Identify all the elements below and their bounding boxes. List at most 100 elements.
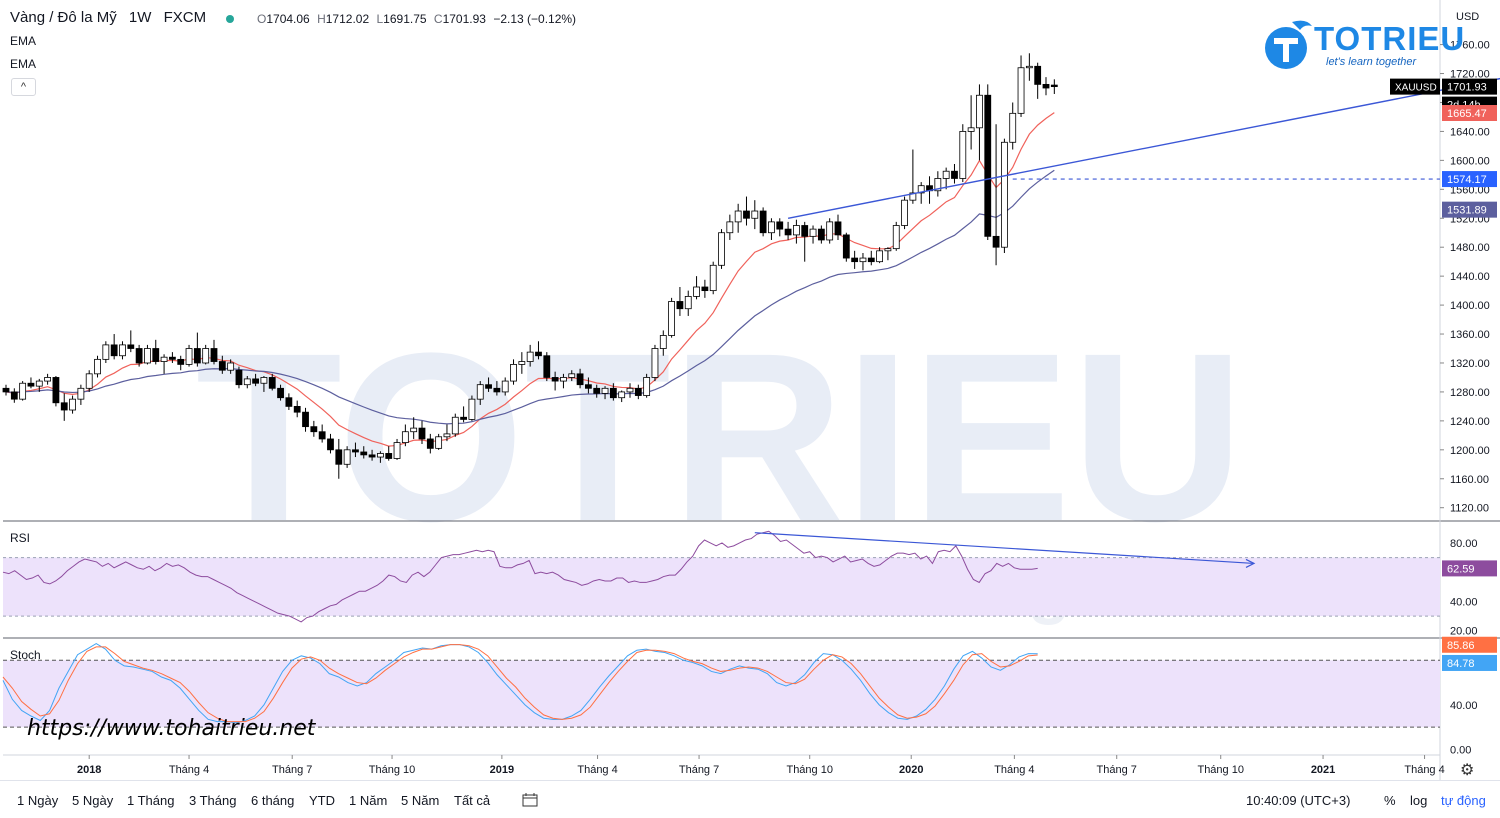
- candle-body: [119, 344, 126, 357]
- candle: [901, 196, 908, 230]
- candle: [2, 384, 10, 396]
- high-value: 1712.02: [325, 12, 370, 26]
- candle-body: [518, 361, 526, 365]
- candle-body: [352, 449, 359, 453]
- rsi-label[interactable]: RSI: [10, 531, 31, 545]
- candle-body: [543, 355, 551, 378]
- stoch-d-tag-bg: [1442, 654, 1497, 671]
- price-tick-label: 1480.00: [1450, 242, 1490, 254]
- candle: [776, 218, 784, 237]
- candle: [94, 355, 101, 378]
- candle: [826, 218, 834, 244]
- brand-logo: TOTRIEU let's learn together: [1262, 14, 1464, 74]
- candle: [601, 386, 609, 400]
- date-range-calendar-icon[interactable]: [522, 793, 538, 810]
- price-tick-label: 1280.00: [1450, 387, 1490, 399]
- candle-body: [626, 387, 634, 393]
- change-value: −2.13 (−0.12%): [493, 12, 577, 26]
- candle: [551, 371, 559, 391]
- range-6m-button[interactable]: 6 tháng: [251, 793, 295, 808]
- candle-body: [892, 225, 900, 250]
- ema-indicator-1[interactable]: EMA: [10, 34, 37, 48]
- candle-body: [743, 210, 750, 219]
- candle-body: [560, 377, 567, 382]
- candle-body: [27, 382, 35, 387]
- candle-body: [69, 398, 76, 411]
- candle-body: [535, 351, 542, 357]
- candle: [235, 366, 243, 389]
- candle: [1042, 77, 1050, 96]
- candle-body: [842, 234, 850, 259]
- candle-body: [52, 377, 60, 404]
- range-ytd-button[interactable]: YTD: [309, 793, 335, 808]
- candle-body: [784, 228, 792, 236]
- time-tick-label: Tháng 10: [369, 764, 415, 776]
- candle-body: [35, 380, 43, 387]
- candle: [468, 395, 476, 421]
- low-value: 1691.75: [383, 12, 427, 26]
- close-value: 1701.93: [442, 12, 486, 26]
- candle: [535, 341, 542, 360]
- symbol-header[interactable]: Vàng / Đô la Mỹ 1W FXCM: [10, 9, 214, 26]
- candle-body: [110, 344, 118, 357]
- candle-body: [684, 296, 692, 310]
- auto-scale-toggle[interactable]: tự động: [1441, 793, 1486, 808]
- logo-name: TOTRIEU: [1314, 20, 1466, 57]
- candle-body: [152, 348, 160, 362]
- candle: [693, 276, 700, 300]
- candle-body: [801, 225, 809, 237]
- candle-body: [277, 387, 284, 399]
- candle: [585, 377, 592, 394]
- candle-body: [485, 384, 492, 389]
- symbol-name[interactable]: Vàng / Đô la Mỹ: [10, 9, 117, 26]
- price-tick-label: 1120.00: [1450, 503, 1489, 515]
- price-tick-label: 1720.00: [1450, 69, 1490, 81]
- price-tick-label: 1440.00: [1450, 271, 1490, 283]
- candle-body: [310, 426, 318, 433]
- candle-body: [177, 358, 185, 365]
- time-tick-label: 2018: [77, 764, 101, 776]
- stoch-label[interactable]: Stoch: [10, 648, 41, 662]
- rsi-value-tag: 62.59: [1447, 563, 1475, 575]
- range-5y-button[interactable]: 5 Năm: [401, 793, 440, 808]
- time-tick-label: Tháng 7: [679, 764, 719, 776]
- candle-body: [410, 427, 418, 433]
- percent-scale-toggle[interactable]: %: [1384, 793, 1396, 808]
- ticker-tag: XAUUSD: [1395, 83, 1437, 94]
- candle: [418, 420, 426, 445]
- ema-indicator-2[interactable]: EMA: [10, 57, 37, 71]
- collapse-indicators-button[interactable]: ^: [11, 78, 36, 96]
- candle: [751, 200, 759, 230]
- candle-body: [418, 427, 426, 440]
- candle-body: [876, 250, 883, 263]
- settings-gear-icon[interactable]: ⚙: [1460, 762, 1475, 779]
- candle-body: [168, 356, 176, 360]
- candle-body: [651, 348, 659, 378]
- range-5d-button[interactable]: 5 Ngày: [72, 793, 114, 808]
- interval[interactable]: 1W: [128, 9, 152, 26]
- candle-body: [909, 192, 917, 201]
- candle: [876, 247, 883, 264]
- candle: [410, 417, 418, 439]
- candle-body: [634, 387, 642, 396]
- candle: [460, 406, 468, 423]
- candle-body: [185, 348, 193, 365]
- open-value: 1704.06: [266, 12, 310, 26]
- range-1y-button[interactable]: 1 Năm: [349, 793, 388, 808]
- candle-body: [435, 436, 443, 449]
- range-3m-button[interactable]: 3 Tháng: [189, 793, 237, 808]
- candle: [984, 84, 992, 240]
- log-scale-toggle[interactable]: log: [1410, 793, 1428, 808]
- range-1m-button[interactable]: 1 Tháng: [127, 793, 175, 808]
- candle-body: [426, 438, 434, 449]
- range-all-button[interactable]: Tất cả: [454, 793, 491, 808]
- candle: [1025, 53, 1033, 81]
- footer-toolbar: 1 Ngày 5 Ngày 1 Tháng 3 Tháng 6 tháng YT…: [0, 780, 1500, 818]
- clock-timezone[interactable]: 10:40:09 (UTC+3): [1246, 793, 1351, 808]
- candle-body: [576, 373, 584, 386]
- price-tick-label: 1640.00: [1450, 126, 1490, 138]
- candle-body: [252, 378, 260, 384]
- candle: [668, 297, 675, 338]
- range-1d-button[interactable]: 1 Ngày: [17, 793, 59, 808]
